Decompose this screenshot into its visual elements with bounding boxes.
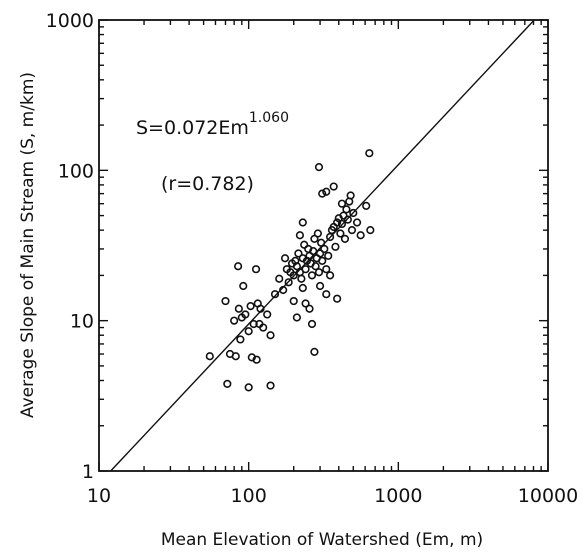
data-point — [339, 211, 348, 220]
y-tick-label: 100 — [58, 160, 94, 182]
data-point — [318, 256, 327, 265]
data-point — [340, 234, 350, 243]
data-point — [241, 310, 250, 319]
data-point — [322, 290, 331, 299]
data-point — [244, 327, 253, 336]
data-point — [315, 249, 325, 258]
y-tick-label: 1000 — [46, 10, 94, 32]
data-point — [294, 249, 303, 258]
data-point — [244, 383, 253, 392]
data-point — [275, 274, 284, 283]
data-point — [239, 281, 248, 291]
y-tick-label: 10 — [70, 311, 94, 333]
equation-exponent: 1.060 — [249, 110, 289, 126]
data-point — [301, 265, 310, 274]
data-point — [266, 381, 275, 390]
data-point — [314, 268, 324, 277]
data-point — [310, 347, 319, 356]
data-point — [298, 283, 307, 293]
data-point — [263, 310, 272, 319]
data-point — [307, 319, 317, 329]
data-point — [252, 355, 261, 364]
data-point — [331, 242, 340, 251]
data-point — [347, 226, 357, 235]
equation-annotation: S=0.072Em1.060 — [136, 110, 289, 139]
equation-main: S=0.072Em — [136, 117, 249, 139]
data-point — [251, 265, 261, 274]
data-point — [324, 251, 333, 260]
data-point — [366, 226, 375, 235]
data-point — [337, 199, 347, 208]
data-points — [205, 149, 375, 392]
data-point — [352, 218, 362, 227]
data-point — [322, 265, 331, 274]
data-point — [356, 231, 365, 240]
data-point — [322, 187, 331, 196]
data-point — [313, 229, 322, 238]
data-point — [311, 262, 320, 271]
x-tick-label: 10 — [87, 485, 111, 507]
y-axis-title: Average Slope of Main Stream (S, m/km) — [18, 72, 38, 418]
data-point — [223, 379, 232, 388]
data-point — [231, 352, 240, 361]
data-point — [292, 313, 301, 322]
data-point — [284, 278, 293, 287]
data-point — [305, 304, 314, 313]
x-tick-label: 10000 — [518, 485, 578, 507]
data-point — [236, 335, 245, 344]
data-point — [301, 299, 310, 308]
correlation-annotation: (r=0.782) — [161, 173, 254, 195]
data-point — [329, 182, 338, 191]
data-point — [320, 244, 329, 254]
data-point — [295, 231, 305, 240]
data-point — [333, 294, 342, 303]
data-point — [289, 296, 298, 306]
data-point — [349, 208, 358, 218]
data-point — [346, 191, 355, 200]
plot-frame — [98, 19, 549, 472]
data-point — [362, 201, 371, 210]
x-tick-label: 1000 — [374, 485, 422, 507]
regression-line — [110, 19, 535, 472]
data-point — [315, 281, 325, 291]
data-point — [246, 301, 255, 311]
data-point — [342, 205, 351, 214]
data-point — [300, 240, 309, 249]
data-point — [297, 274, 306, 283]
data-point — [259, 323, 268, 332]
data-point — [307, 271, 317, 280]
data-point — [318, 189, 327, 198]
data-point — [333, 218, 342, 227]
data-point — [270, 290, 280, 299]
x-tick-label: 100 — [231, 485, 267, 507]
data-point — [230, 316, 239, 325]
data-point — [280, 254, 290, 263]
data-point — [343, 215, 352, 224]
data-point — [298, 218, 307, 227]
data-point — [336, 229, 345, 238]
data-point — [325, 271, 335, 280]
data-point — [234, 262, 243, 271]
data-point — [314, 163, 324, 172]
data-point — [249, 319, 258, 329]
data-point — [289, 271, 298, 280]
data-point — [337, 219, 347, 229]
data-point — [205, 352, 214, 361]
data-point — [221, 296, 230, 306]
data-point — [234, 304, 243, 313]
x-axis-title: Mean Elevation of Watershed (Em, m) — [161, 530, 483, 550]
data-point — [266, 331, 275, 340]
y-tick-label: 1 — [82, 461, 94, 483]
data-point — [365, 149, 374, 158]
